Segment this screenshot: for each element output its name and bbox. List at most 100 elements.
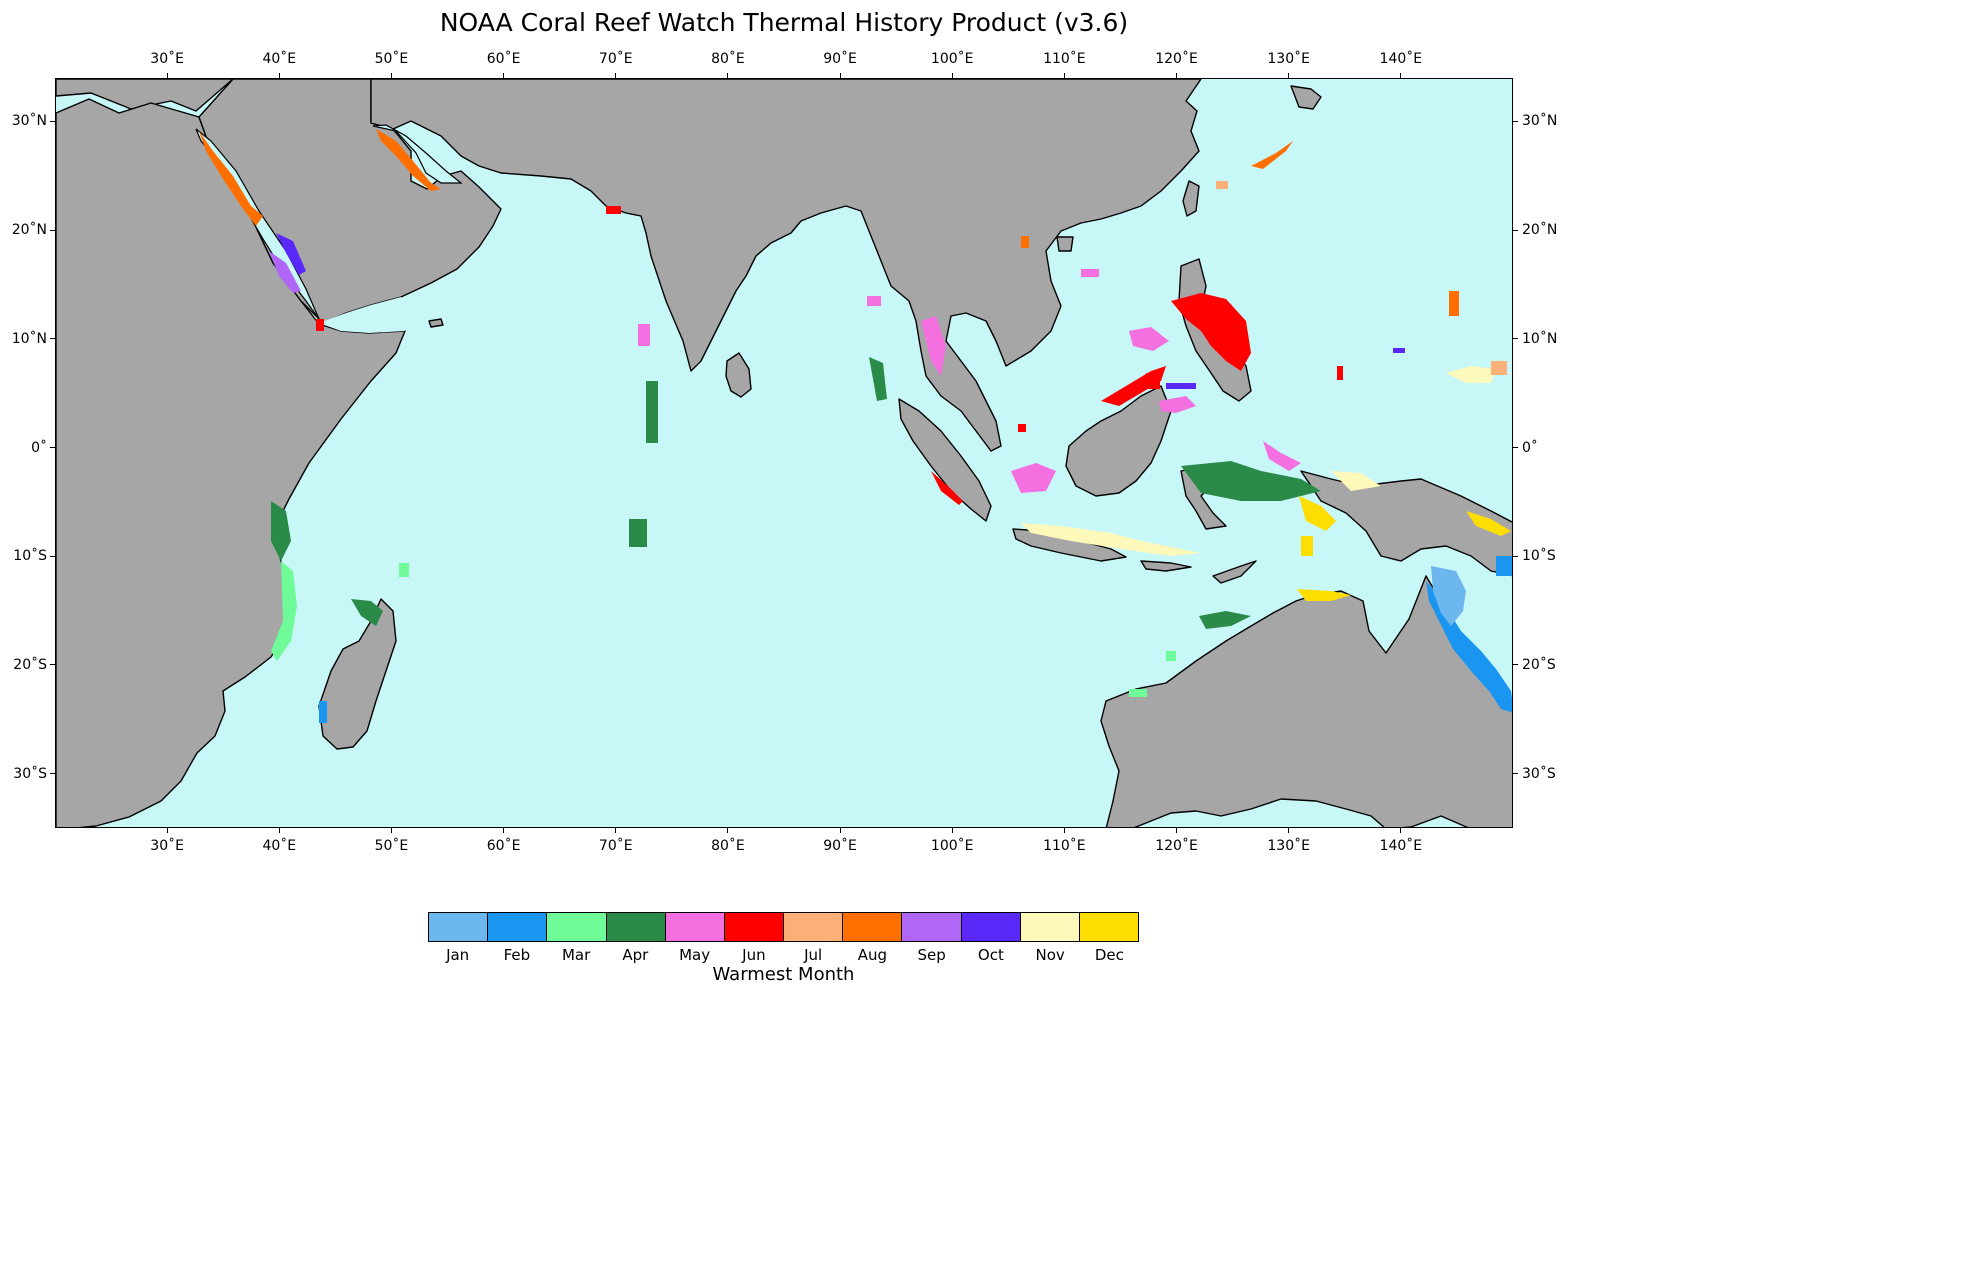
colorbar-month-label: Nov	[1035, 946, 1065, 964]
land-hainan	[1056, 236, 1074, 252]
land-timor	[1212, 560, 1257, 584]
lat-tick-mark	[1513, 773, 1518, 775]
cluster-aug	[1251, 141, 1293, 169]
lon-tick-label-bottom: 30˚E	[150, 838, 184, 854]
lat-tick-mark	[1513, 229, 1518, 231]
lon-tick-mark	[1176, 828, 1178, 833]
land-sumatra	[898, 398, 992, 522]
lon-tick-mark	[727, 828, 729, 833]
cluster-jun	[931, 471, 963, 505]
lon-tick-label-bottom: 80˚E	[711, 838, 745, 854]
lat-tick-mark	[50, 773, 55, 775]
lon-tick-label-top: 80˚E	[711, 51, 745, 67]
lon-tick-label-bottom: 70˚E	[598, 838, 633, 854]
cluster-jun	[1337, 366, 1343, 380]
cluster-aug	[199, 131, 263, 226]
lon-tick-label-bottom: 110˚E	[1043, 838, 1086, 854]
lon-tick-label-top: 50˚E	[374, 51, 409, 67]
cluster-may	[638, 324, 650, 346]
lon-tick-mark	[951, 73, 953, 78]
lat-tick-label-right: 30˚N	[1522, 113, 1558, 130]
cluster-apr	[629, 519, 647, 547]
lat-tick-mark	[50, 229, 55, 231]
lon-tick-label-bottom: 50˚E	[374, 838, 409, 854]
lat-tick-mark	[1513, 664, 1518, 666]
colorbar-swatch-mar	[547, 913, 607, 941]
lat-tick-mark	[50, 120, 55, 122]
lon-tick-label-top: 70˚E	[598, 51, 633, 67]
lon-tick-label-top: 130˚E	[1267, 51, 1310, 67]
cluster-may	[1263, 441, 1301, 471]
lat-tick-label-right: 10˚S	[1522, 548, 1556, 565]
lat-tick-mark	[1513, 447, 1518, 449]
lon-tick-label-bottom: 90˚E	[823, 838, 857, 854]
lon-tick-mark	[1400, 73, 1402, 78]
lon-tick-mark	[1400, 828, 1402, 833]
cluster-may	[867, 296, 881, 306]
lat-tick-label-left: 10˚N	[11, 330, 47, 347]
colorbar-swatch-sep	[902, 913, 962, 941]
cluster-may	[1011, 463, 1056, 493]
land-madagascar	[318, 598, 397, 750]
cluster-nov	[1021, 523, 1201, 556]
colorbar-month-label: Jan	[446, 946, 470, 964]
cluster-aug	[1449, 291, 1459, 316]
lon-tick-mark	[615, 828, 617, 833]
lon-tick-mark	[1063, 828, 1065, 833]
lat-tick-label-left: 30˚S	[13, 765, 47, 782]
cluster-jun	[1146, 373, 1160, 389]
colorbar-swatch-jun	[724, 913, 785, 941]
map-plot-area[interactable]	[55, 78, 1513, 828]
lon-tick-mark	[390, 828, 392, 833]
cluster-aug	[1021, 236, 1029, 248]
colorbar-swatch-nov	[1020, 913, 1080, 941]
cluster-jul	[1491, 361, 1507, 375]
cluster-jul	[1216, 181, 1228, 189]
lon-tick-label-top: 60˚E	[486, 51, 521, 67]
cluster-mar	[1166, 651, 1176, 661]
colorbar-swatch-apr	[606, 913, 666, 941]
cluster-nov	[1446, 366, 1496, 383]
cluster-nov	[1331, 471, 1381, 491]
land-new-guinea	[1300, 470, 1512, 577]
lat-tick-mark	[1513, 120, 1518, 122]
colorbar-month-label: Aug	[857, 946, 888, 964]
lon-tick-label-bottom: 130˚E	[1267, 838, 1310, 854]
cluster-mar	[399, 563, 409, 577]
lat-tick-label-left: 20˚N	[11, 222, 47, 239]
cluster-dec	[1466, 511, 1511, 536]
cluster-apr	[869, 357, 887, 401]
lon-tick-mark	[503, 73, 505, 78]
cluster-mar	[1129, 689, 1147, 697]
colorbar-month-label: Feb	[503, 946, 531, 964]
lat-tick-label-right: 20˚N	[1522, 222, 1558, 239]
colorbar-month-label: Jun	[742, 946, 766, 964]
lon-tick-label-bottom: 40˚E	[262, 838, 297, 854]
lon-tick-label-top: 40˚E	[262, 51, 297, 67]
cluster-dec	[1301, 536, 1313, 556]
lon-tick-label-top: 90˚E	[823, 51, 857, 67]
lon-tick-mark	[503, 828, 505, 833]
cluster-apr	[1181, 461, 1321, 501]
lon-tick-mark	[951, 828, 953, 833]
colorbar-month-label: Apr	[622, 946, 649, 964]
lon-tick-mark	[278, 73, 280, 78]
lon-tick-mark	[839, 73, 841, 78]
lon-tick-mark	[166, 828, 168, 833]
lat-tick-mark	[50, 664, 55, 666]
lat-tick-label-left: 0˚	[31, 439, 47, 456]
cluster-mar	[271, 561, 297, 661]
map-canvas	[56, 79, 1512, 827]
persian-gulf	[372, 124, 463, 184]
lon-tick-label-bottom: 120˚E	[1155, 838, 1198, 854]
cluster-feb	[319, 701, 327, 723]
cluster-jun	[316, 319, 324, 331]
lon-tick-label-top: 120˚E	[1155, 51, 1198, 67]
lon-tick-mark	[615, 73, 617, 78]
colorbar-month-label: Dec	[1094, 946, 1124, 964]
cluster-oct	[1166, 383, 1196, 389]
lon-tick-label-top: 30˚E	[150, 51, 184, 67]
cluster-feb	[1496, 556, 1512, 576]
lat-tick-mark	[50, 447, 55, 449]
cluster-oct	[276, 233, 306, 275]
